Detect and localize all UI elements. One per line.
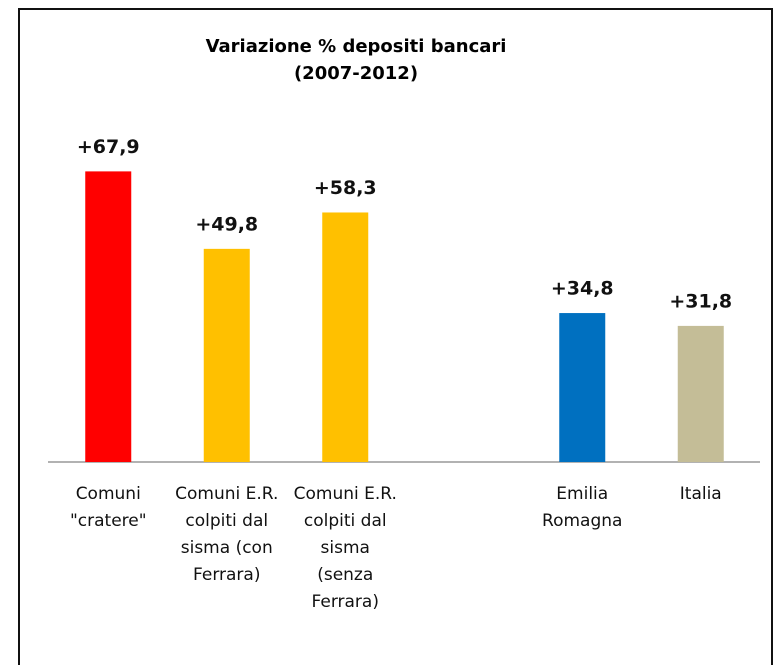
- bar: [677, 325, 724, 462]
- bar: [322, 212, 369, 462]
- bar: [85, 171, 132, 462]
- x-tick-label: Comuni "cratere": [69, 484, 147, 531]
- value-label: +58,3: [314, 177, 377, 199]
- value-label: +31,8: [669, 290, 732, 312]
- chart-frame: [18, 8, 773, 665]
- value-label: +49,8: [195, 213, 258, 235]
- bar: [559, 313, 606, 462]
- x-tick-label: Comuni E.R. colpiti dal sisma (con Ferra…: [175, 484, 279, 585]
- bar: [203, 248, 250, 462]
- value-label: +34,8: [551, 278, 614, 300]
- x-tick-label: Italia: [679, 484, 722, 504]
- x-tick-label: Comuni E.R. colpiti dal sisma (senza Fer…: [293, 484, 397, 612]
- x-tick-label: Emilia Romagna: [542, 484, 623, 531]
- value-label: +67,9: [77, 136, 140, 158]
- chart-title: Variazione % depositi bancari: [206, 36, 507, 57]
- chart-subtitle: (2007-2012): [294, 63, 418, 84]
